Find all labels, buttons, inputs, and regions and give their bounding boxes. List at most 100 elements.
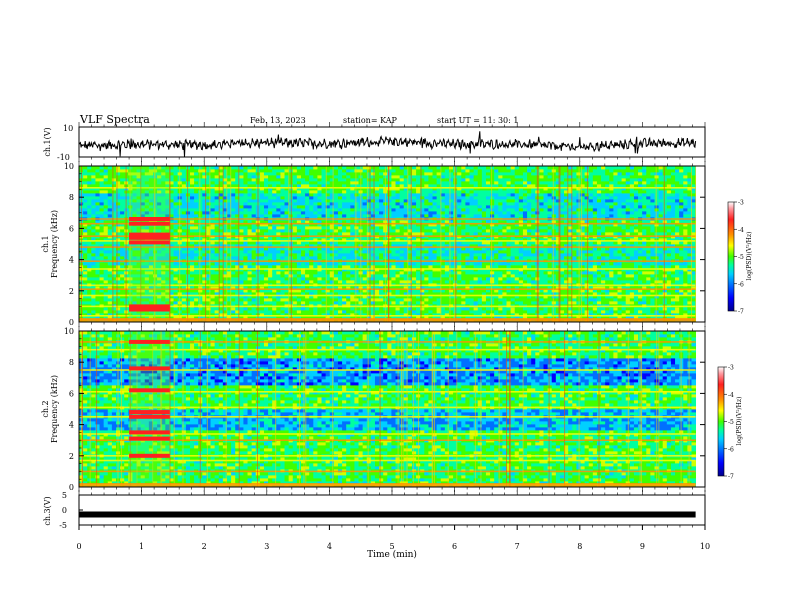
spec-cell <box>370 316 376 320</box>
spec-cell <box>399 223 405 227</box>
spec-cell <box>263 316 269 320</box>
spec-cell <box>120 295 125 299</box>
spec-cell <box>428 271 433 275</box>
spec-cell <box>325 184 331 188</box>
spec-cell <box>148 202 154 206</box>
spec-cell <box>173 193 179 197</box>
spec-cell <box>210 271 216 275</box>
spec-cell <box>440 301 446 305</box>
spec-cell <box>206 184 211 188</box>
spec-cell <box>300 196 306 200</box>
spec-cell <box>99 232 105 236</box>
spec-cell <box>272 310 277 314</box>
spec-cell <box>440 271 446 275</box>
spec-cell <box>444 208 450 212</box>
spec-cell <box>399 202 405 206</box>
spec-cell <box>235 253 240 257</box>
spec-cell <box>407 247 413 251</box>
spec-cell <box>411 250 417 254</box>
spec-cell <box>350 265 355 269</box>
spec-cell <box>387 169 392 173</box>
spec-cell <box>157 286 162 290</box>
spec-cell <box>444 166 450 170</box>
spec-cell <box>251 199 257 203</box>
spec-cell <box>325 307 331 311</box>
spec-cell <box>354 301 359 305</box>
spec-cell <box>157 175 162 179</box>
spec-cell <box>132 256 137 260</box>
spec-cell <box>194 256 199 260</box>
spec-cell <box>333 313 339 317</box>
spec-cell <box>321 277 327 281</box>
spec-cell <box>120 181 125 185</box>
spec-cell <box>161 262 166 266</box>
spec-cell <box>313 289 318 293</box>
spec-cell <box>136 265 142 269</box>
spec-cell <box>284 166 290 170</box>
spec-cell <box>313 229 318 233</box>
spec-cell <box>333 277 339 281</box>
spec-cell <box>350 199 355 203</box>
spec-cell <box>263 193 269 197</box>
spec-cell <box>202 277 207 281</box>
spec-cell <box>395 211 401 215</box>
spec-cell <box>399 256 405 260</box>
spec-cell <box>136 190 142 194</box>
spec-cell <box>432 229 438 233</box>
spec-cell <box>116 214 121 218</box>
spec-cell <box>457 307 462 311</box>
spec-cell <box>329 214 335 218</box>
spec-cell <box>185 238 191 242</box>
spec-cell <box>116 271 121 275</box>
spec-cell <box>461 226 466 230</box>
spec-cell <box>185 310 191 314</box>
spec-cell <box>399 262 405 266</box>
spec-cell <box>346 202 351 206</box>
spec-cell <box>276 199 281 203</box>
spec-cell <box>379 226 384 230</box>
spec-cell <box>243 181 248 185</box>
spec-cell <box>226 190 232 194</box>
spec-cell <box>469 229 475 233</box>
spec-cell <box>465 265 470 269</box>
spec-cell <box>354 187 359 191</box>
spec-cell <box>243 256 248 260</box>
spec-cell <box>465 280 470 284</box>
spec-cell <box>391 241 396 245</box>
spec-cell <box>247 193 253 197</box>
spec-cell <box>309 190 314 194</box>
spec-cell <box>333 193 339 197</box>
spec-cell <box>140 277 146 281</box>
spec-cell <box>189 316 195 320</box>
spec-cell <box>107 295 113 299</box>
spec-cell <box>116 310 121 314</box>
spec-cell <box>116 244 121 248</box>
spec-cell <box>107 175 113 179</box>
spec-cell <box>140 214 146 218</box>
spec-cell <box>165 214 170 218</box>
spec-cell <box>99 169 105 173</box>
spec-cell <box>144 280 150 284</box>
spec-cell <box>272 262 277 266</box>
spec-cell <box>325 316 331 320</box>
spec-cell <box>272 313 277 317</box>
spec-cell <box>181 277 187 281</box>
spec-cell <box>251 295 257 299</box>
spec-cell <box>107 196 113 200</box>
spec-cell <box>379 181 384 185</box>
spec-cell <box>218 310 224 314</box>
spec-cell <box>120 274 125 278</box>
spec-cell <box>140 226 146 230</box>
spec-cell <box>276 196 281 200</box>
spec-cell <box>465 202 470 206</box>
spec-cell <box>202 313 207 317</box>
spec-cell <box>272 301 277 305</box>
spec-cell <box>99 310 105 314</box>
spec-cell <box>235 244 240 248</box>
spec-cell <box>268 295 273 299</box>
spec-cell <box>99 298 105 302</box>
spec-cell <box>144 316 150 320</box>
spec-cell <box>251 232 257 236</box>
spec-cell <box>210 262 216 266</box>
spec-cell <box>465 301 470 305</box>
